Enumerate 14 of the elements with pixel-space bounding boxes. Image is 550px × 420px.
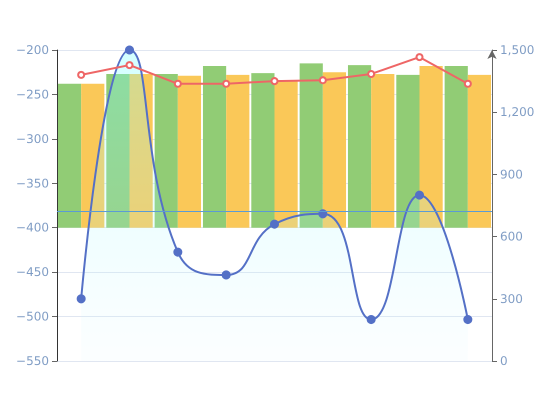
y2-tick-label: 1,500 (500, 43, 534, 57)
y-tick-label: −200 (16, 43, 49, 57)
y-tick-label: −450 (16, 265, 49, 280)
y-tick-label: −350 (16, 176, 49, 190)
y-tick-label: −550 (16, 354, 49, 368)
y-tick-label: −400 (16, 220, 49, 235)
y-tick-label: −300 (16, 132, 49, 146)
y2-tick-label: 600 (500, 230, 523, 244)
y-tick-label: −500 (16, 310, 49, 324)
y2-tick-label: 900 (500, 167, 523, 182)
y2-tick-label: 0 (500, 354, 508, 368)
y-tick-label: −250 (16, 87, 49, 102)
y2-tick-label: 300 (500, 292, 523, 306)
y2-tick-label: 1,200 (500, 105, 534, 120)
